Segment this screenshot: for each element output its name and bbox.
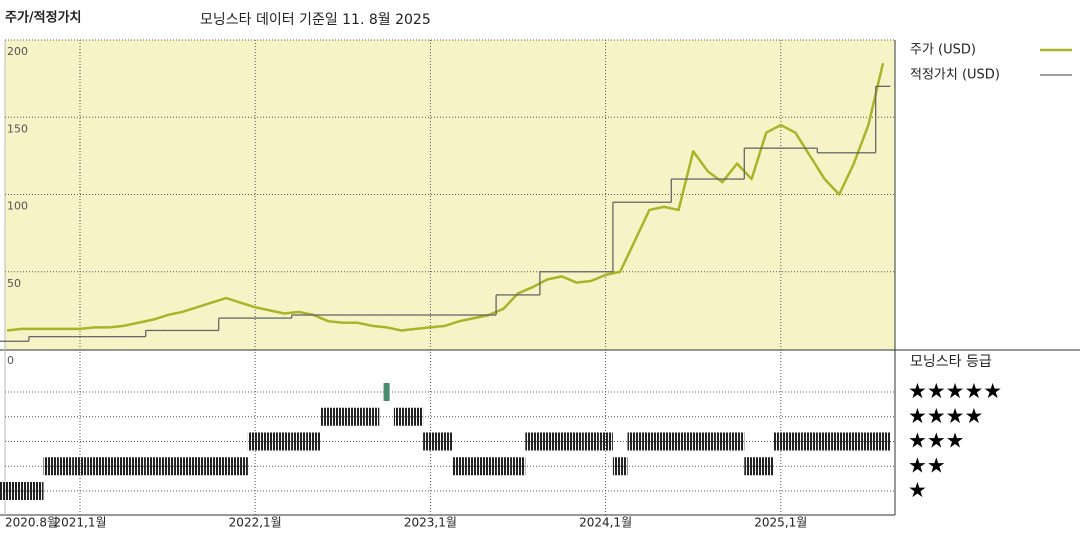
rating-bar <box>525 432 540 451</box>
rating-bar <box>452 457 467 476</box>
rating-bar <box>383 383 390 401</box>
rating-bar <box>101 457 117 476</box>
rating-bar <box>481 457 497 476</box>
x-tick-label: 2021,1월 <box>53 516 106 530</box>
rating-bar <box>408 407 424 426</box>
rating-bar <box>218 457 234 476</box>
rating-bar <box>423 432 438 451</box>
rating-bar <box>204 457 219 476</box>
rating-bar <box>656 432 672 451</box>
rating-bar <box>802 432 818 451</box>
x-tick-label: 2020.8월 <box>5 516 58 530</box>
rating-bar <box>393 407 409 426</box>
rating-bar <box>189 457 205 476</box>
y-tick-label: 150 <box>7 122 28 135</box>
rating-bar <box>744 457 759 476</box>
rating-bar <box>262 432 278 451</box>
rating-bar <box>320 407 336 426</box>
rating-bar <box>539 432 555 451</box>
rating-bar <box>43 457 59 476</box>
rating-bar <box>875 432 891 451</box>
rating-level-label: ★ <box>908 478 927 502</box>
chart-subtitle: 모닝스타 데이터 기준일 11. 8월 2025 <box>200 12 431 28</box>
rating-bar <box>729 432 745 451</box>
legend-label: 적정가치 (USD) <box>910 68 1000 83</box>
y-tick-label: 200 <box>7 45 28 58</box>
y-tick-label: 50 <box>7 277 21 290</box>
rating-bar <box>788 432 803 451</box>
rating-bar <box>350 407 365 426</box>
rating-bar <box>247 432 263 451</box>
rating-bar <box>160 457 175 476</box>
rating-bar <box>364 407 380 426</box>
x-tick-label: 2025,1월 <box>754 516 807 530</box>
rating-bar <box>131 457 146 476</box>
rating-bar <box>598 432 613 451</box>
rating-bar <box>58 457 73 476</box>
rating-level-label: ★★★★★ <box>908 379 1002 403</box>
rating-bar <box>277 432 292 451</box>
rating-bar <box>437 432 453 451</box>
rating-bar <box>861 432 876 451</box>
price-line <box>6 62 885 332</box>
rating-bar <box>671 432 686 451</box>
rating-bar <box>291 432 307 451</box>
ratings-title: 모닝스타 등급 <box>910 354 992 370</box>
x-tick-label: 2022,1월 <box>229 516 282 530</box>
chart-title: 주가/적정가치 <box>5 10 82 26</box>
rating-bar <box>627 432 643 451</box>
rating-bar <box>496 457 511 476</box>
rating-bar <box>72 457 88 476</box>
rating-bar <box>715 432 730 451</box>
rating-bar <box>583 432 599 451</box>
rating-bar <box>87 457 102 476</box>
rating-bar <box>28 482 44 500</box>
rating-bar <box>335 407 351 426</box>
rating-bar <box>569 432 584 451</box>
rating-bar <box>0 482 15 500</box>
rating-bar <box>145 457 161 476</box>
rating-bar <box>817 432 832 451</box>
rating-bar <box>700 432 716 451</box>
rating-bar <box>174 457 190 476</box>
rating-level-label: ★★★★ <box>908 404 983 428</box>
rating-bar <box>642 432 657 451</box>
rating-level-label: ★★ <box>908 453 946 477</box>
rating-bar <box>612 457 628 476</box>
rating-bar <box>510 457 526 476</box>
x-tick-label: 2023,1월 <box>404 516 457 530</box>
rating-bar <box>116 457 132 476</box>
rating-bar <box>554 432 570 451</box>
rating-bar <box>14 482 29 500</box>
x-tick-label: 2024,1월 <box>579 516 632 530</box>
rating-bar <box>831 432 847 451</box>
rating-bar <box>233 457 248 476</box>
rating-bar <box>773 432 789 451</box>
rating-bar <box>846 432 862 451</box>
rating-bar <box>685 432 701 451</box>
rating-level-label: ★★★ <box>908 429 964 453</box>
legend-label: 주가 (USD) <box>910 43 976 58</box>
rating-bar <box>758 457 774 476</box>
rating-bar <box>306 432 321 451</box>
rating-bar <box>466 457 482 476</box>
y-tick-label: 100 <box>7 200 28 213</box>
y-tick-label: 0 <box>7 354 14 367</box>
